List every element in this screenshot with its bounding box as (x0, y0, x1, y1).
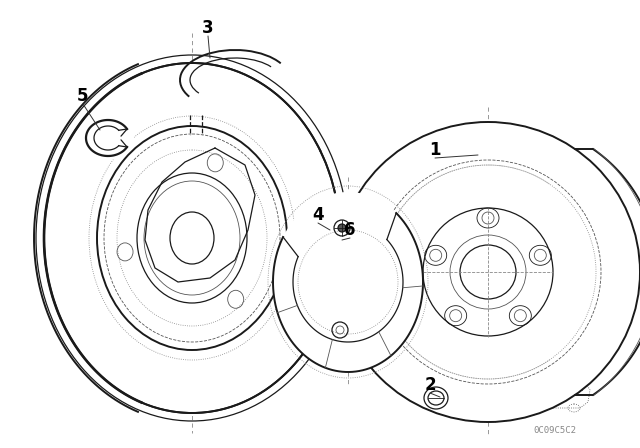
Text: 3: 3 (202, 19, 214, 37)
Text: 5: 5 (77, 87, 89, 105)
Ellipse shape (44, 63, 340, 413)
Ellipse shape (82, 116, 134, 160)
Text: 4: 4 (312, 206, 324, 224)
Ellipse shape (338, 224, 346, 232)
Text: 0C09C5C2: 0C09C5C2 (534, 426, 577, 435)
Ellipse shape (273, 192, 423, 372)
Ellipse shape (428, 391, 444, 405)
Ellipse shape (336, 122, 640, 422)
Text: 1: 1 (429, 141, 441, 159)
Text: 6: 6 (344, 221, 356, 239)
Text: 2: 2 (424, 376, 436, 394)
